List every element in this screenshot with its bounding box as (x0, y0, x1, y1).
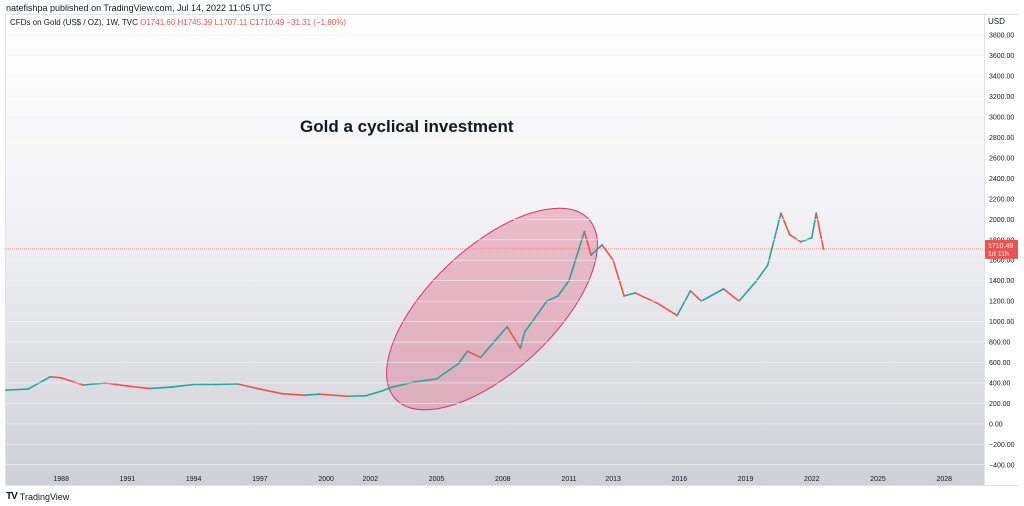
plot-area[interactable] (6, 15, 984, 485)
legend-change: −31.31 (−1.80%) (286, 18, 346, 27)
tradingview-logo-icon: TV (6, 491, 18, 502)
symbol-legend: CFDs on Gold (US$ / OZ), 1W, TVC O1741.6… (10, 18, 346, 27)
legend-close: C1710.49 (249, 18, 285, 27)
footer-logo[interactable]: TV TradingView (6, 491, 69, 502)
publisher-line: natefishpa published on TradingView.com,… (6, 3, 272, 13)
currency-label[interactable]: USD (988, 17, 1005, 26)
legend-open: O1741.60 (140, 18, 176, 27)
legend-symbol[interactable]: CFDs on Gold (US$ / OZ), 1W, TVC (10, 18, 138, 27)
footer-logo-text: TradingView (19, 491, 70, 502)
legend-low: L1707.11 (214, 18, 248, 27)
price-scale[interactable] (984, 15, 1019, 485)
legend-high: H1745.39 (177, 18, 213, 27)
